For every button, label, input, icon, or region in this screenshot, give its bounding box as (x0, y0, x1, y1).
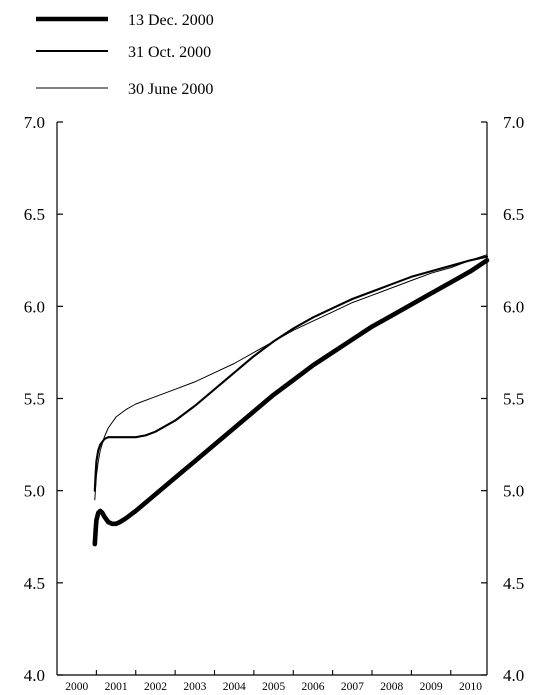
x-tick-label: 2007 (341, 681, 364, 693)
legend-label-2: 31 Oct. 2000 (128, 44, 211, 61)
y-tick-label-left: 4.0 (24, 666, 45, 685)
y-tick-label-left: 6.0 (24, 297, 45, 316)
y-tick-label-right: 4.0 (503, 666, 524, 685)
y-tick-label-right: 5.0 (503, 482, 524, 501)
y-tick-label-left: 5.0 (24, 482, 45, 501)
y-tick-label-right: 6.5 (503, 205, 524, 224)
series-line-1 (92, 257, 490, 547)
legend-label-1: 13 Dec. 2000 (128, 12, 214, 29)
chart-axes: 4.0 4.0 4.5 4.5 5.0 5.0 5.5 5.5 6.0 6.0 6.5 6.5 7.0 7… (24, 113, 525, 693)
x-tick-label: 2009 (420, 681, 443, 693)
x-tick-label: 2010 (459, 681, 482, 693)
y-tick-label-left: 5.5 (24, 390, 45, 409)
x-tick-label: 2008 (380, 681, 403, 693)
y-tick-label-left: 7.0 (24, 113, 45, 132)
x-tick-label: 2005 (262, 681, 285, 693)
y-tick-label-right: 6.0 (503, 297, 524, 316)
y-tick-label-right: 7.0 (503, 113, 524, 132)
x-tick-label: 2006 (301, 681, 324, 693)
legend-label-3: 30 June 2000 (128, 81, 213, 98)
x-tick-label: 2003 (183, 681, 206, 693)
y-tick-label-right: 5.5 (503, 390, 524, 409)
x-tick-label: 2002 (144, 681, 167, 693)
x-tick-label: 2000 (65, 681, 88, 693)
y-tick-label-left: 6.5 (24, 205, 45, 224)
series-lines (92, 254, 490, 547)
y-tick-label-left: 4.5 (24, 574, 45, 593)
x-tick-label: 2004 (223, 681, 246, 693)
y-tick-label-right: 4.5 (503, 574, 524, 593)
series-line-2 (93, 255, 489, 492)
x-tick-label: 2001 (105, 681, 128, 693)
legend: 13 Dec. 2000 31 Oct. 2000 30 June 2000 (36, 12, 214, 98)
series-line-3 (94, 254, 488, 501)
